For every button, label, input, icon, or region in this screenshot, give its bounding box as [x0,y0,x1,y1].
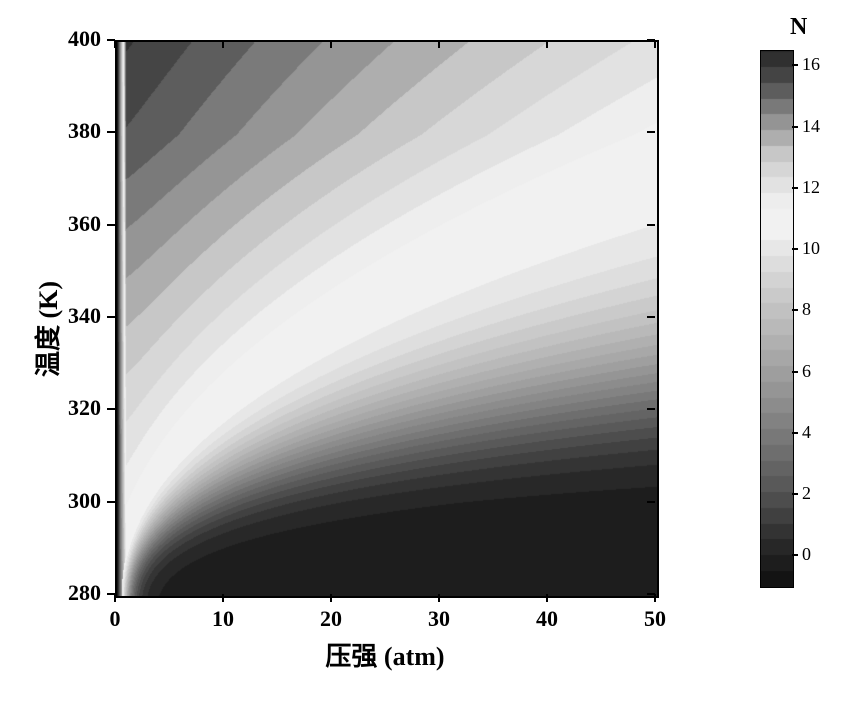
colorbar-tick-label: 4 [802,422,811,443]
y-tick-mark [647,39,655,41]
y-axis-label: 温度 (K) [28,281,65,377]
y-tick-mark [647,131,655,133]
x-tick-label: 40 [527,606,567,632]
y-tick-mark [107,316,115,318]
colorbar-tick-label: 2 [802,483,811,504]
y-tick-mark [107,501,115,503]
y-tick-label: 340 [68,303,101,329]
colorbar-tick-label: 12 [802,177,820,198]
colorbar-tick-mark [792,309,798,311]
colorbar-tick-mark [792,126,798,128]
colorbar [760,50,794,588]
x-tick-mark [546,40,548,48]
colorbar-tick-mark [792,371,798,373]
x-tick-mark [330,594,332,602]
y-tick-mark [647,316,655,318]
y-tick-mark [107,224,115,226]
y-tick-label: 300 [68,488,101,514]
y-tick-label: 360 [68,211,101,237]
x-tick-label: 30 [419,606,459,632]
colorbar-tick-label: 16 [802,54,820,75]
colorbar-tick-label: 8 [802,299,811,320]
x-tick-mark [222,40,224,48]
x-tick-mark [114,594,116,602]
x-tick-label: 50 [635,606,675,632]
colorbar-canvas [761,51,793,587]
y-tick-label: 320 [68,395,101,421]
colorbar-tick-mark [792,554,798,556]
x-tick-label: 10 [203,606,243,632]
colorbar-tick-mark [792,64,798,66]
y-tick-mark [647,224,655,226]
colorbar-tick-label: 6 [802,361,811,382]
x-tick-mark [438,594,440,602]
colorbar-tick-mark [792,493,798,495]
colorbar-tick-label: 14 [802,116,820,137]
x-tick-mark [546,594,548,602]
y-tick-mark [647,501,655,503]
y-tick-mark [107,131,115,133]
x-tick-mark [114,40,116,48]
x-tick-mark [438,40,440,48]
y-tick-mark [107,39,115,41]
y-tick-mark [647,408,655,410]
x-tick-label: 0 [95,606,135,632]
y-tick-mark [107,593,115,595]
y-tick-label: 380 [68,118,101,144]
colorbar-tick-mark [792,187,798,189]
heatmap-canvas [117,42,657,596]
colorbar-tick-label: 0 [802,544,811,565]
colorbar-title: N [790,14,807,41]
colorbar-tick-mark [792,248,798,250]
x-tick-mark [654,594,656,602]
colorbar-tick-mark [792,432,798,434]
x-tick-mark [654,40,656,48]
y-tick-label: 280 [68,580,101,606]
colorbar-tick-label: 10 [802,238,820,259]
y-tick-label: 400 [68,26,101,52]
y-tick-mark [647,593,655,595]
x-tick-mark [222,594,224,602]
y-tick-mark [107,408,115,410]
heatmap-plot [115,40,659,598]
x-tick-label: 20 [311,606,351,632]
x-axis-label: 压强 (atm) [305,636,465,673]
x-tick-mark [330,40,332,48]
chart-container: 压强 (atm) 温度 (K) 01020304050 280300320340… [0,0,855,702]
